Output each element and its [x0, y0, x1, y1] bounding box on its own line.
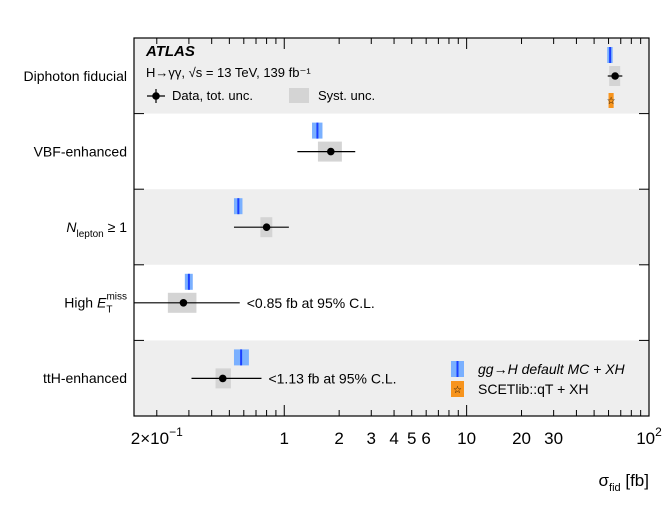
legend-data-marker [152, 92, 160, 100]
legend-scet-star: ☆ [453, 385, 462, 396]
upper-limit-note: <0.85 fb at 95% C.L. [247, 295, 375, 311]
legend-syst-swatch [289, 88, 309, 103]
row-bands [134, 38, 649, 416]
data-point [327, 147, 335, 156]
chart-marks: ☆ <0.85 fb at 95% C.L. <1.13 fb at 95% C.L… [134, 47, 623, 389]
x-axis-label: σfid [fb] [599, 471, 649, 494]
x-tick-label-base: 2×10 [131, 429, 169, 448]
row-label: High ETmiss [64, 292, 127, 316]
x-tick-label: 1 [280, 429, 289, 448]
x-tick-label: 10 [457, 429, 476, 448]
axes: 2×10−1 1 2 3 4 5 6 10 20 30 102 [131, 37, 662, 448]
data-point [218, 374, 227, 383]
x-tick-label: 4 [389, 429, 398, 448]
upper-limit-note: <1.13 fb at 95% C.L. [268, 370, 396, 386]
row-labels: Diphoton fiducial VBF-enhanced Nlepton ≥ 1… [23, 68, 127, 386]
row-label-sub: T [106, 305, 112, 316]
legend-scet-swatch [451, 381, 464, 397]
plot-frame [133, 37, 650, 417]
row-label-base: E [97, 295, 107, 311]
row-label-sub: lepton [77, 229, 104, 240]
x-tick-label-exp: −1 [169, 425, 183, 439]
row-band [134, 38, 649, 114]
legend-mc-label: gg→H default MC + XH [478, 361, 626, 377]
scet-star-marker: ☆ [607, 96, 616, 107]
row-label-pre: High [64, 295, 97, 311]
data-point [179, 299, 188, 307]
x-tick-label: 2 [334, 429, 343, 448]
x-tick-label: 102 [636, 425, 662, 448]
legend-syst-label: Syst. unc. [318, 88, 375, 103]
chart-subtitle: H→γγ, √s = 13 TeV, 139 fb⁻¹ [146, 65, 311, 80]
x-tick-label-exp: 2 [655, 425, 662, 439]
row-label: Diphoton fiducial [23, 68, 127, 84]
row-label-base: N [66, 219, 77, 235]
row-band [134, 189, 649, 265]
row-label: VBF-enhanced [34, 143, 127, 159]
x-axis-title-sym: σ [599, 471, 610, 490]
row-label: Nlepton ≥ 1 [66, 219, 127, 240]
row-label-rest: ≥ 1 [104, 219, 127, 235]
data-point [262, 223, 271, 231]
legend-scet-label: SCETlib::qT + XH [478, 381, 589, 397]
x-axis-title: σfid [fb] [599, 471, 649, 494]
x-axis-title-unit: [fb] [621, 471, 649, 490]
row-label-sup: miss [106, 292, 127, 303]
x-tick-label: 2×10−1 [131, 425, 183, 448]
x-tick-label: 20 [512, 429, 531, 448]
data-point [611, 72, 619, 80]
legend: Data, tot. unc. Syst. unc. gg→H default MC… [147, 88, 626, 397]
x-tick-label-base: 10 [636, 429, 655, 448]
x-axis-title-sub: fid [609, 482, 621, 494]
legend-data-label: Data, tot. unc. [172, 88, 253, 103]
row-label: ttH-enhanced [43, 370, 127, 386]
x-tick-label: 3 [367, 429, 376, 448]
chart-title: ATLAS [145, 43, 195, 60]
x-tick-label: 5 [407, 429, 416, 448]
x-tick-label: 6 [421, 429, 430, 448]
scet-prediction-band [608, 93, 614, 108]
x-tick-label: 30 [544, 429, 563, 448]
